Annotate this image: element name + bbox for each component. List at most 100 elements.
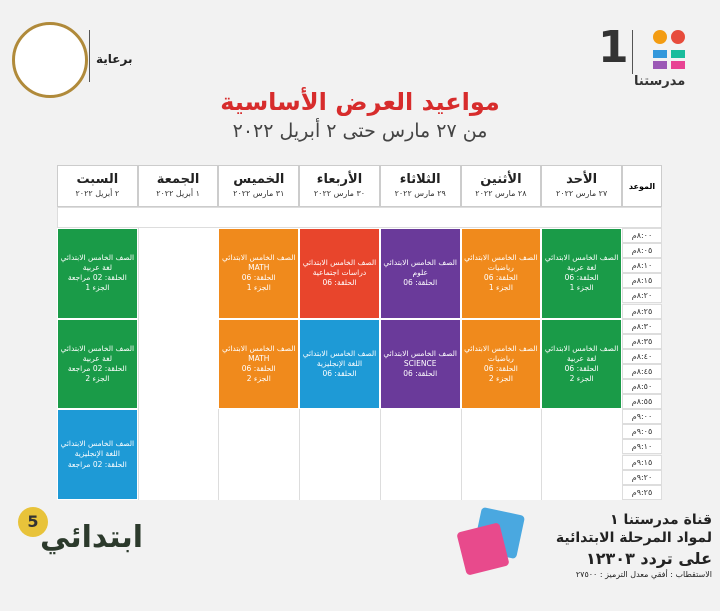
grade-logo: ابتدائي bbox=[40, 520, 144, 555]
session-line: الحلقة: 02 مراجعة bbox=[67, 363, 127, 373]
time-cell: ٨:٥٥م bbox=[622, 394, 662, 410]
session-line: الصف الخامس الابتدائي bbox=[60, 253, 135, 263]
time-cell: ٩:٠٥م bbox=[622, 424, 662, 440]
ministry-seal bbox=[12, 22, 88, 98]
session-line: لغة عربية bbox=[566, 353, 597, 363]
separator bbox=[632, 30, 633, 74]
day-header: الجمعة ١ أبريل ٢٠٢٢ bbox=[137, 165, 219, 207]
session-line: MATH bbox=[248, 353, 270, 363]
separator bbox=[89, 30, 90, 82]
time-cell: ٨:٤٥م bbox=[622, 363, 662, 379]
day-column bbox=[137, 228, 219, 500]
session-line: لغة عربية bbox=[82, 263, 112, 273]
session-cell: الصف الخامس الابتدائي لغة عربية الحلقة: 02… bbox=[57, 228, 138, 319]
session-line: الجزء 1 bbox=[246, 283, 271, 293]
day-date: ٢٩ مارس ٢٠٢٢ bbox=[394, 189, 446, 198]
session-line: لغة عربية bbox=[566, 263, 597, 273]
channel-details: الاستقطاب : أفقي معدل الترميز : ٢٧٥٠٠ bbox=[575, 570, 712, 579]
title: مواعيد العرض الأساسية bbox=[220, 88, 500, 116]
time-cell: ٨:٠٥م bbox=[622, 243, 662, 259]
day-header: الثلاثاء ٢٩ مارس ٢٠٢٢ bbox=[379, 165, 461, 207]
logo-icon bbox=[653, 30, 685, 69]
session-line: الجزء 1 bbox=[488, 283, 513, 293]
books-icon bbox=[457, 507, 525, 575]
session-cell: الصف الخامس الابتدائي لغة عربية الحلقة: 06… bbox=[541, 318, 622, 410]
session-cell: الصف الخامس الابتدائي رياضيات الحلقة: 06 ال… bbox=[460, 228, 542, 319]
session-line: الحلقة: 06 bbox=[403, 368, 438, 378]
session-line: الصف الخامس الابتدائي bbox=[544, 253, 619, 263]
time-cell: ٨:٣٥م bbox=[622, 333, 662, 349]
session-line: الحلقة: 02 مراجعة bbox=[67, 273, 127, 283]
day-date: ٢٨ مارس ٢٠٢٢ bbox=[475, 189, 527, 198]
day-header: الأحد ٢٧ مارس ٢٠٢٢ bbox=[541, 165, 622, 207]
session-line: رياضيات bbox=[487, 263, 514, 273]
session-line: الجزء 2 bbox=[85, 374, 110, 384]
sponsor-text: برعاية bbox=[96, 52, 133, 66]
session-line: الحلقة: 06 bbox=[241, 363, 276, 373]
day-name: الجمعة bbox=[156, 172, 200, 187]
time-cell: ٨:١٥م bbox=[622, 273, 662, 289]
session-line: الحلقة: 06 bbox=[403, 278, 438, 288]
time-cell: ٨:٠٠م bbox=[622, 228, 662, 244]
session-cell: الصف الخامس الابتدائي رياضيات الحلقة: 06 ال… bbox=[460, 318, 542, 410]
session-cell: الصف الخامس الابتدائي لغة عربية الحلقة: 02… bbox=[57, 318, 138, 410]
day-date: ٢٧ مارس ٢٠٢٢ bbox=[556, 189, 608, 198]
session-line: الجزء 1 bbox=[569, 283, 594, 293]
day-name: السبت bbox=[76, 172, 119, 187]
session-cell: الصف الخامس الابتدائي لغة عربية الحلقة: 06… bbox=[541, 228, 622, 319]
time-cell: ٩:٢٥م bbox=[622, 484, 662, 500]
session-line: الصف الخامس الابتدائي bbox=[60, 439, 135, 449]
session-line: دراسات اجتماعية bbox=[312, 268, 367, 278]
header-gap bbox=[57, 207, 662, 228]
day-header: السبت ٢ أبريل ٢٠٢٢ bbox=[57, 165, 138, 207]
session-line: الصف الخامس الابتدائي bbox=[544, 343, 619, 353]
session-line: الصف الخامس الابتدائي bbox=[383, 258, 457, 268]
session-line: الصف الخامس الابتدائي bbox=[383, 348, 457, 358]
time-cell: ٨:٥٠م bbox=[622, 379, 662, 395]
channel-subjects: لمواد المرحلة الابتدائية bbox=[555, 530, 712, 546]
time-cell: ٩:٢٠م bbox=[622, 469, 662, 485]
session-line: الصف الخامس الابتدائي bbox=[464, 253, 538, 263]
session-line: الجزء 2 bbox=[488, 374, 513, 384]
session-line: الجزء 2 bbox=[569, 374, 594, 384]
session-line: الصف الخامس الابتدائي bbox=[302, 258, 377, 268]
day-header: الأثنين ٢٨ مارس ٢٠٢٢ bbox=[460, 165, 542, 207]
day-header: الخميس ٣١ مارس ٢٠٢٢ bbox=[218, 165, 300, 207]
subtitle: من ٢٧ مارس حتى ٢ أبريل ٢٠٢٢ bbox=[232, 120, 488, 142]
session-line: الحلقة: 06 bbox=[483, 273, 518, 283]
day-name: الثلاثاء bbox=[399, 172, 441, 187]
day-date: ٣٠ مارس ٢٠٢٢ bbox=[313, 189, 366, 198]
session-line: الصف الخامس الابتدائي bbox=[221, 253, 296, 263]
time-cell: ٨:١٠م bbox=[622, 258, 662, 274]
time-cell: ٨:٢٠م bbox=[622, 288, 662, 304]
session-line: الحلقة: 06 bbox=[322, 368, 357, 378]
day-header: الأربعاء ٣٠ مارس ٢٠٢٢ bbox=[299, 165, 380, 207]
session-line: الحلقة: 06 bbox=[483, 363, 518, 373]
day-name: الأثنين bbox=[480, 172, 522, 187]
day-name: الأحد bbox=[566, 172, 598, 187]
time-header: الموعد bbox=[622, 165, 662, 207]
session-line: الصف الخامس الابتدائي bbox=[464, 343, 538, 353]
session-line: الصف الخامس الابتدائي bbox=[302, 348, 377, 358]
channel-name: قناة مدرستنا ١ bbox=[610, 512, 712, 528]
session-line: الحلقة: 06 bbox=[322, 278, 357, 288]
day-date: ١ أبريل ٢٠٢٢ bbox=[156, 189, 200, 198]
time-cell: ٨:٣٠م bbox=[622, 318, 662, 334]
time-cell: ٩:١٥م bbox=[622, 454, 662, 470]
session-line: MATH bbox=[248, 263, 270, 273]
day-name: الخميس bbox=[233, 172, 285, 187]
time-cell: ٨:٤٠م bbox=[622, 348, 662, 364]
session-line: الحلقة: 06 bbox=[564, 363, 599, 373]
logo-number: 1 bbox=[598, 22, 629, 73]
day-date: ٣١ مارس ٢٠٢٢ bbox=[233, 189, 285, 198]
session-cell: الصف الخامس الابتدائي MATH الحلقة: 06 الجزء… bbox=[218, 318, 300, 410]
grade-badge: 5 bbox=[18, 507, 48, 537]
session-line: الحلقة: 06 bbox=[564, 273, 599, 283]
day-name: الأربعاء bbox=[316, 172, 363, 187]
session-cell: الصف الخامس الابتدائي اللغة الإنجليزية الح… bbox=[57, 409, 138, 500]
time-cell: ٩:١٠م bbox=[622, 439, 662, 455]
day-date: ٢ أبريل ٢٠٢٢ bbox=[75, 189, 120, 198]
session-line: الجزء 2 bbox=[246, 374, 271, 384]
logo-text: مدرستنا bbox=[634, 74, 686, 89]
